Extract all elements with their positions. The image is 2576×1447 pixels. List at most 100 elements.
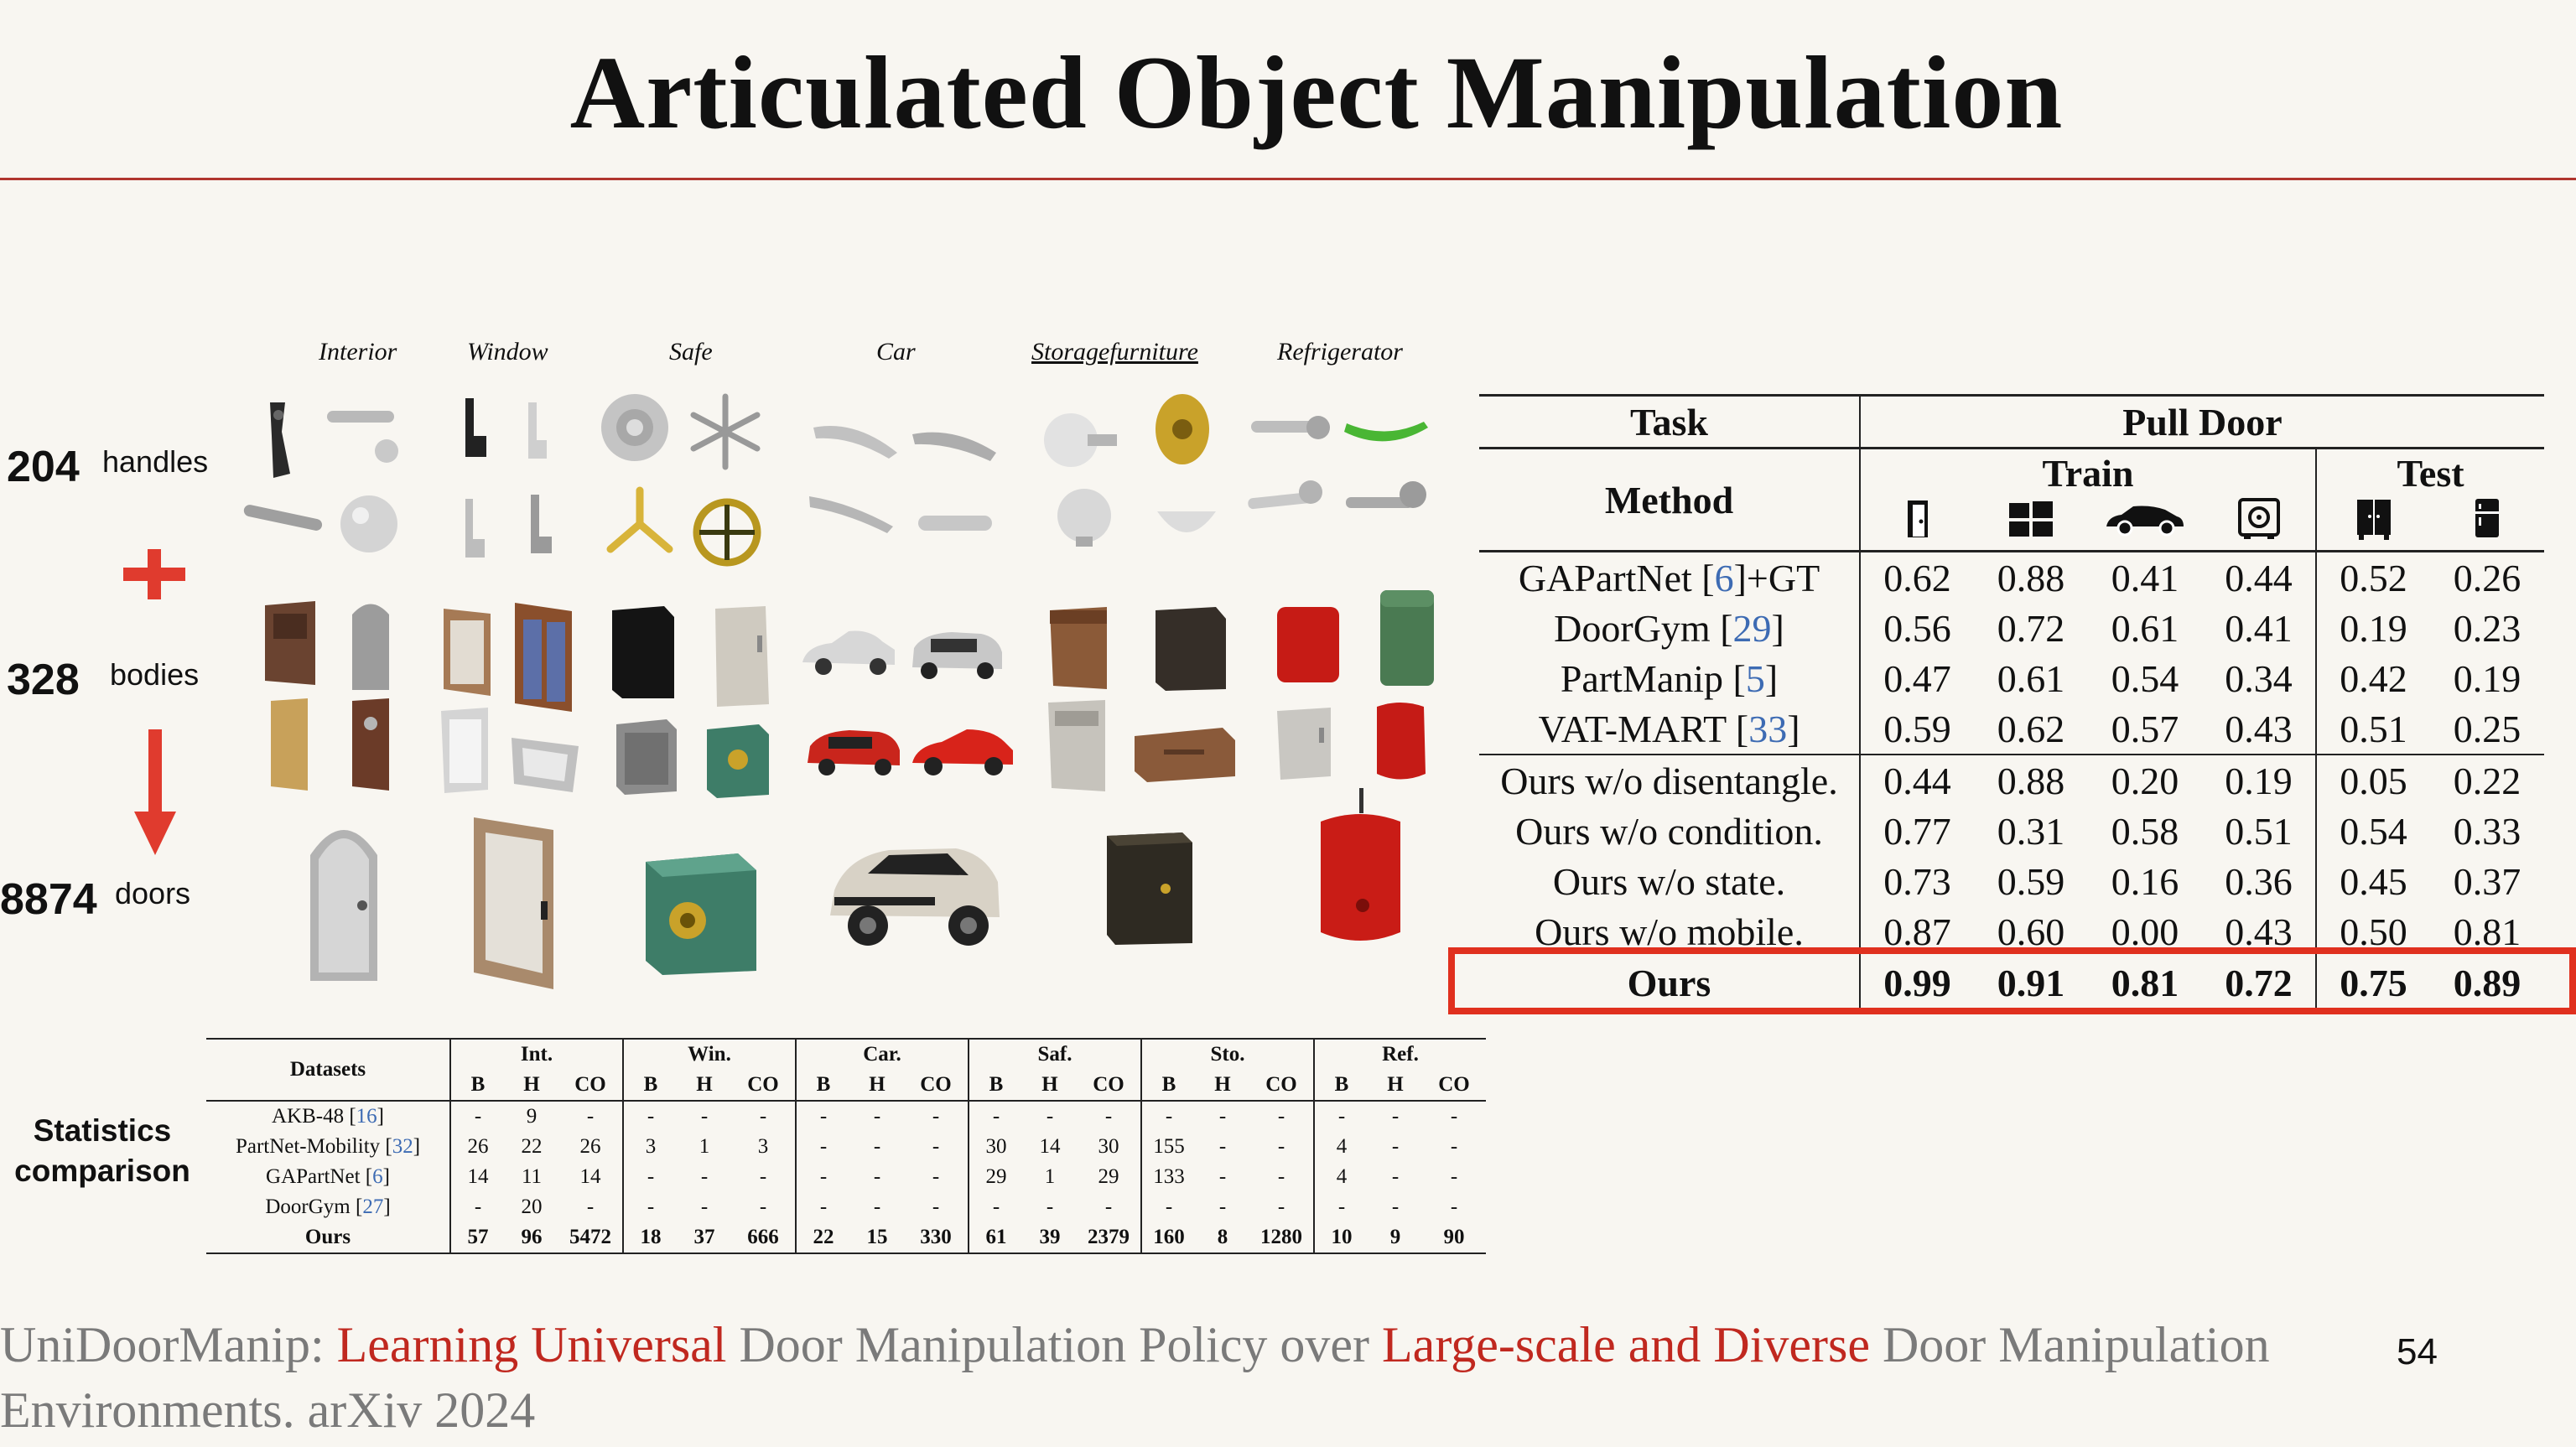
- result-value: 0.77: [1883, 809, 1951, 853]
- stats-value: 8: [1217, 1226, 1228, 1248]
- result-value: 0.75: [2340, 961, 2407, 1004]
- result-value: 0.19: [2453, 656, 2521, 700]
- stats-value: 2379: [1077, 1222, 1142, 1253]
- method-suffix: ]: [1771, 606, 1784, 650]
- stats-value: -: [1450, 1165, 1458, 1188]
- refrigerator-handle-2-image: [1344, 422, 1428, 442]
- refrigerator-handle-4-image: [1346, 481, 1426, 508]
- page-number: 54: [2397, 1331, 2438, 1372]
- method-name: Ours w/o state.: [1552, 859, 1786, 903]
- stats-group-header-row: Datasets Int. Win. Car. Saf. Sto. Ref.: [206, 1039, 1486, 1101]
- pull-door-header: Pull Door: [2122, 400, 2283, 443]
- car-body-2-image: [912, 632, 1002, 679]
- result-value: 0.54: [2340, 809, 2407, 853]
- category-storagefurniture: Storagefurniture: [1031, 338, 1198, 366]
- stats-row: DoorGym [27] -20- - - - - - - - - - - - - - - -: [206, 1192, 1486, 1222]
- dataset-ref: 6: [372, 1165, 383, 1188]
- stats-value: -: [1249, 1132, 1315, 1162]
- stats-row: AKB-48 [16] -9- - - - - - - - - - - - - - - -: [206, 1101, 1486, 1132]
- stats-value: 57: [467, 1226, 489, 1248]
- stats-value: 10: [1331, 1226, 1353, 1248]
- stats-value: -: [731, 1101, 797, 1132]
- citation-part-3: Door Manipulation Policy over: [726, 1317, 1383, 1372]
- interior-handle-3-image: [243, 505, 323, 531]
- stats-value: -: [731, 1192, 797, 1222]
- stats-value: -: [1391, 1135, 1400, 1158]
- down-arrow-icon: [134, 729, 176, 855]
- stats-value: -: [647, 1105, 655, 1128]
- door-icon: [1860, 496, 1974, 552]
- stats-value: -: [873, 1105, 881, 1128]
- storage-furniture-icon: [2316, 496, 2430, 552]
- ours-row-highlight: [1448, 947, 2576, 1014]
- stats-dataset-cell: AKB-48 [16]: [206, 1101, 451, 1132]
- stats-value: -: [1077, 1192, 1142, 1222]
- result-value: 0.23: [2453, 606, 2521, 650]
- method-cell: DoorGym [29]: [1479, 603, 1861, 653]
- storage-knob-3-image: [1157, 511, 1216, 532]
- result-value: 0.34: [2202, 653, 2317, 703]
- plus-icon: [123, 549, 185, 599]
- handles-label: handles: [102, 444, 209, 479]
- stats-value: 3: [645, 1135, 657, 1158]
- stats-value: 9: [1389, 1226, 1401, 1248]
- doors-count: 8874: [0, 875, 97, 924]
- datasets-header: Datasets: [206, 1039, 451, 1101]
- result-value: 0.61: [2111, 606, 2179, 650]
- stats-group-header: Win.: [623, 1039, 797, 1070]
- stats-value: 29: [1077, 1162, 1142, 1192]
- stats-value: 30: [1077, 1132, 1142, 1162]
- method-ref: 33: [1748, 707, 1788, 750]
- dataset-suffix: ]: [382, 1165, 390, 1188]
- result-value: 0.52: [2340, 556, 2407, 599]
- statistics-table: Datasets Int. Win. Car. Saf. Sto. Ref. B H CO B H CO…: [206, 1038, 1486, 1254]
- storage-brass-knob-image: [1156, 394, 1209, 464]
- method-ref: 5: [1745, 656, 1765, 700]
- dataset-suffix: ]: [377, 1105, 384, 1128]
- car-handle-2-image: [912, 432, 996, 461]
- dataset-name: Ours: [304, 1226, 351, 1248]
- dataset-ref: 32: [392, 1135, 413, 1158]
- result-value: 0.20: [2111, 759, 2179, 802]
- method-cell: PartManip [5]: [1479, 653, 1861, 703]
- safe-body-2-image: [715, 606, 769, 707]
- stats-value: -: [1218, 1195, 1227, 1218]
- stats-dataset-cell: Ours: [206, 1222, 451, 1253]
- interior-body-1-image: [265, 601, 315, 685]
- stats-subheader: H: [1041, 1073, 1058, 1096]
- stats-value: 15: [866, 1226, 888, 1248]
- dataset-name: DoorGym [: [265, 1195, 363, 1218]
- refrigerator-handle-3-image: [1248, 480, 1322, 510]
- stats-row: GAPartNet [6] 14 11 14- - - - - -29 1 29 133- -4- -: [206, 1162, 1486, 1192]
- car-handle-3-image: [809, 496, 893, 533]
- title-divider: [0, 178, 2576, 180]
- window-body-2-image: [515, 603, 572, 712]
- stats-value: -: [1165, 1105, 1173, 1128]
- dataset-ref: 27: [362, 1195, 384, 1218]
- interior-handle-2-image: [327, 411, 398, 463]
- category-car: Car: [876, 338, 916, 366]
- stats-group-header: Car.: [796, 1039, 969, 1070]
- stats-value: -: [1337, 1105, 1346, 1128]
- result-value: 0.81: [2111, 961, 2179, 1004]
- result-value: 0.99: [1883, 961, 1951, 1004]
- refrigerator-body-1-image: [1277, 607, 1339, 682]
- result-value: 0.87: [1883, 910, 1951, 953]
- safe-body-3-image: [616, 719, 677, 795]
- stats-value: 37: [693, 1226, 715, 1248]
- safe-body-1-image: [612, 606, 674, 698]
- result-value: 0.22: [2453, 759, 2521, 802]
- stats-subheader: CO: [558, 1070, 624, 1101]
- stats-value: 26: [558, 1132, 624, 1162]
- refrigerator-door-image: [1321, 788, 1400, 941]
- method-suffix: ]+GT: [1733, 556, 1820, 599]
- train-header: Train: [1860, 448, 2317, 496]
- result-value: 0.88: [1997, 759, 2065, 802]
- dataset-name: PartNet-Mobility [: [235, 1135, 392, 1158]
- stats-value: -: [700, 1195, 709, 1218]
- stats-subheader: CO: [731, 1070, 797, 1101]
- storage-knob-2-image: [1057, 489, 1111, 547]
- citation: UniDoorManip: Learning Universal Door Ma…: [0, 1312, 2516, 1443]
- result-value: 0.59: [1997, 859, 2065, 903]
- window-handle-4-image: [531, 495, 552, 553]
